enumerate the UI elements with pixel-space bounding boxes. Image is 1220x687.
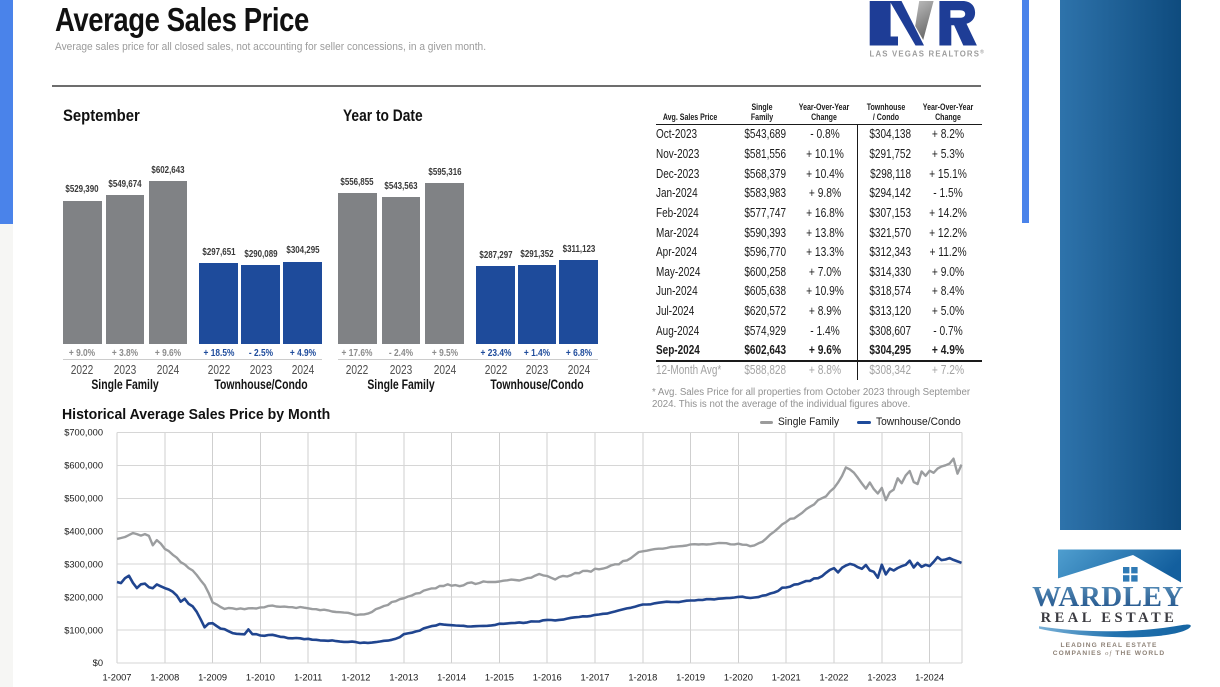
- svg-text:LAS VEGAS REALTORS®: LAS VEGAS REALTORS®: [870, 48, 986, 58]
- svg-text:$400,000: $400,000: [64, 527, 103, 537]
- svg-text:1-2013: 1-2013: [389, 673, 418, 683]
- svg-text:1-2021: 1-2021: [772, 673, 801, 683]
- svg-text:1-2012: 1-2012: [342, 673, 371, 683]
- svg-text:$500,000: $500,000: [64, 494, 103, 504]
- svg-text:1-2016: 1-2016: [533, 673, 562, 683]
- svg-text:WARDLEY: WARDLEY: [1032, 581, 1184, 613]
- svg-text:$100,000: $100,000: [64, 625, 103, 635]
- svg-text:1-2011: 1-2011: [294, 673, 322, 683]
- svg-text:1-2015: 1-2015: [485, 673, 514, 683]
- svg-text:LEADING REAL ESTATE: LEADING REAL ESTATE: [1060, 642, 1157, 649]
- svg-text:REAL ESTATE: REAL ESTATE: [1041, 610, 1178, 626]
- svg-text:1-2014: 1-2014: [437, 673, 466, 683]
- svg-text:1-2018: 1-2018: [628, 673, 657, 683]
- svg-text:1-2022: 1-2022: [820, 673, 849, 683]
- svg-text:1-2017: 1-2017: [581, 673, 610, 683]
- svg-text:$600,000: $600,000: [64, 461, 103, 471]
- svg-text:1-2024: 1-2024: [915, 673, 944, 683]
- svg-text:1-2023: 1-2023: [867, 673, 896, 683]
- svg-text:$200,000: $200,000: [64, 592, 103, 602]
- svg-text:1-2007: 1-2007: [103, 673, 132, 683]
- svg-text:COMPANIES of THE WORLD: COMPANIES of THE WORLD: [1053, 650, 1165, 657]
- svg-text:$700,000: $700,000: [64, 428, 103, 438]
- svg-text:1-2009: 1-2009: [198, 673, 227, 683]
- svg-text:1-2008: 1-2008: [150, 673, 179, 683]
- svg-text:1-2020: 1-2020: [724, 673, 753, 683]
- svg-text:$300,000: $300,000: [64, 559, 103, 569]
- svg-text:1-2010: 1-2010: [246, 673, 275, 683]
- svg-text:$0: $0: [93, 658, 103, 668]
- svg-text:1-2019: 1-2019: [676, 673, 705, 683]
